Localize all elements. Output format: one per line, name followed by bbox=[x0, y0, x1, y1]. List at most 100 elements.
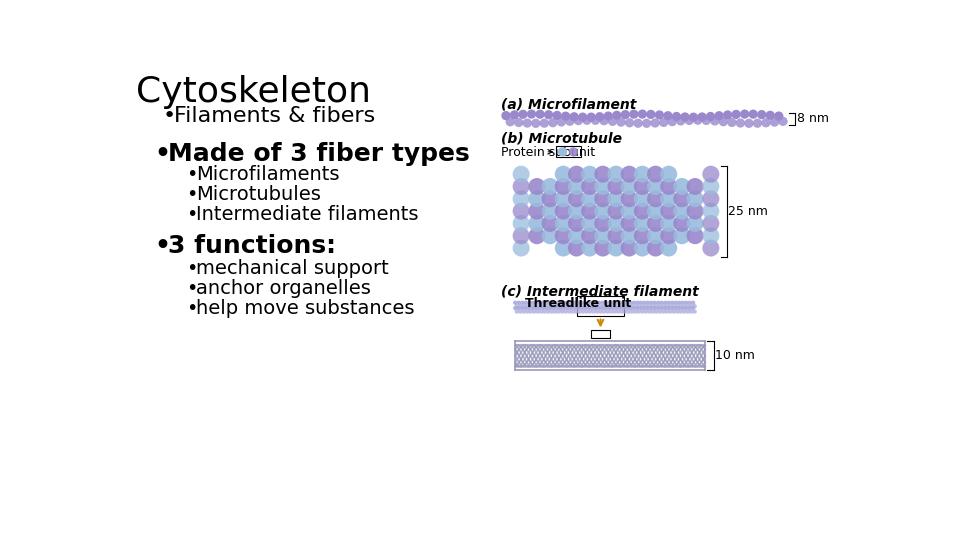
Circle shape bbox=[664, 309, 669, 314]
Circle shape bbox=[594, 166, 612, 183]
Circle shape bbox=[732, 110, 741, 119]
Circle shape bbox=[674, 306, 678, 310]
Circle shape bbox=[703, 190, 719, 207]
Circle shape bbox=[684, 306, 688, 310]
Circle shape bbox=[609, 304, 613, 308]
Circle shape bbox=[647, 190, 664, 207]
Circle shape bbox=[528, 178, 545, 195]
Circle shape bbox=[549, 309, 554, 314]
Circle shape bbox=[548, 301, 552, 305]
Circle shape bbox=[608, 166, 625, 183]
Text: anchor organelles: anchor organelles bbox=[196, 279, 371, 298]
Circle shape bbox=[634, 190, 651, 207]
Circle shape bbox=[609, 309, 613, 314]
Circle shape bbox=[606, 304, 610, 308]
Circle shape bbox=[525, 304, 529, 308]
Circle shape bbox=[643, 309, 648, 314]
Circle shape bbox=[621, 227, 637, 244]
Circle shape bbox=[621, 215, 637, 232]
Circle shape bbox=[629, 110, 638, 119]
Circle shape bbox=[534, 301, 539, 305]
Circle shape bbox=[587, 112, 596, 122]
Circle shape bbox=[658, 309, 662, 314]
Circle shape bbox=[774, 111, 783, 120]
Circle shape bbox=[617, 306, 622, 310]
Circle shape bbox=[673, 202, 690, 220]
Circle shape bbox=[692, 304, 697, 308]
Circle shape bbox=[572, 301, 577, 305]
Circle shape bbox=[549, 304, 554, 308]
Circle shape bbox=[692, 309, 697, 314]
Circle shape bbox=[686, 190, 704, 207]
Circle shape bbox=[668, 309, 672, 314]
Circle shape bbox=[532, 309, 537, 314]
Circle shape bbox=[604, 301, 608, 305]
Circle shape bbox=[595, 304, 599, 308]
Circle shape bbox=[574, 116, 583, 125]
Circle shape bbox=[703, 240, 719, 256]
Circle shape bbox=[587, 306, 590, 310]
Circle shape bbox=[553, 304, 558, 308]
Circle shape bbox=[565, 306, 569, 310]
Circle shape bbox=[691, 306, 695, 310]
Circle shape bbox=[594, 178, 612, 195]
Circle shape bbox=[529, 309, 533, 314]
Circle shape bbox=[568, 190, 585, 207]
Circle shape bbox=[608, 178, 625, 195]
Circle shape bbox=[608, 240, 625, 256]
Circle shape bbox=[653, 301, 657, 305]
Circle shape bbox=[544, 301, 549, 305]
Circle shape bbox=[557, 117, 566, 126]
Circle shape bbox=[555, 215, 572, 232]
Circle shape bbox=[637, 110, 647, 119]
Circle shape bbox=[608, 190, 625, 207]
Circle shape bbox=[608, 202, 625, 220]
Circle shape bbox=[661, 304, 665, 308]
Circle shape bbox=[719, 117, 728, 126]
Circle shape bbox=[581, 178, 598, 195]
Circle shape bbox=[536, 304, 540, 308]
Circle shape bbox=[656, 301, 660, 305]
Circle shape bbox=[660, 301, 664, 305]
Text: •: • bbox=[186, 205, 197, 224]
Circle shape bbox=[614, 301, 618, 305]
Circle shape bbox=[638, 301, 643, 305]
Circle shape bbox=[675, 304, 680, 308]
Circle shape bbox=[541, 227, 559, 244]
Circle shape bbox=[541, 178, 559, 195]
Circle shape bbox=[588, 304, 592, 308]
Circle shape bbox=[593, 306, 598, 310]
Text: Microtubules: Microtubules bbox=[196, 185, 321, 204]
Circle shape bbox=[581, 309, 586, 314]
Circle shape bbox=[542, 304, 547, 308]
Circle shape bbox=[757, 110, 766, 119]
Circle shape bbox=[583, 306, 588, 310]
Circle shape bbox=[567, 309, 571, 314]
Circle shape bbox=[735, 118, 745, 127]
Circle shape bbox=[531, 301, 535, 305]
Circle shape bbox=[710, 116, 719, 126]
Circle shape bbox=[684, 301, 688, 305]
Circle shape bbox=[615, 309, 620, 314]
Circle shape bbox=[565, 117, 574, 126]
Circle shape bbox=[667, 117, 677, 126]
Circle shape bbox=[753, 119, 762, 128]
Circle shape bbox=[634, 215, 651, 232]
Circle shape bbox=[661, 309, 665, 314]
Text: help move substances: help move substances bbox=[196, 299, 415, 318]
Circle shape bbox=[555, 202, 572, 220]
Circle shape bbox=[579, 306, 584, 310]
Circle shape bbox=[642, 306, 646, 310]
Circle shape bbox=[653, 306, 657, 310]
Circle shape bbox=[632, 306, 636, 310]
Circle shape bbox=[693, 116, 703, 125]
Circle shape bbox=[673, 190, 690, 207]
Circle shape bbox=[585, 304, 588, 308]
Circle shape bbox=[649, 301, 654, 305]
Circle shape bbox=[578, 112, 588, 122]
Circle shape bbox=[615, 304, 620, 308]
Circle shape bbox=[557, 309, 561, 314]
Text: •: • bbox=[186, 279, 197, 298]
Circle shape bbox=[565, 301, 569, 305]
Circle shape bbox=[520, 306, 524, 310]
